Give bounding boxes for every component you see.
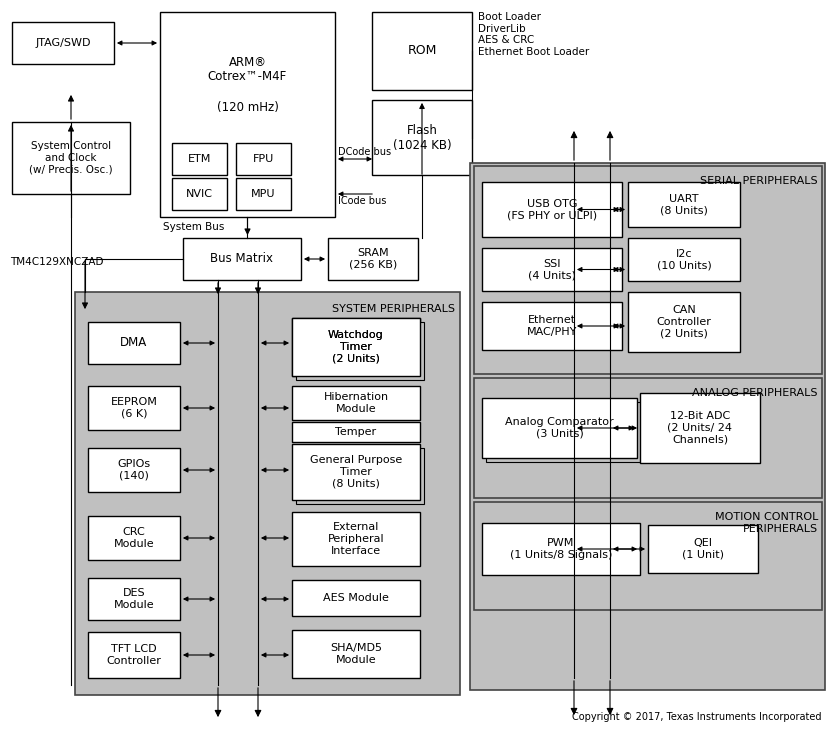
Bar (75, 292, 460, 695)
Text: Temper: Temper (336, 427, 377, 437)
Text: SHA/MD5
Module: SHA/MD5 Module (330, 643, 382, 664)
Bar (470, 163, 825, 690)
Bar (172, 178, 227, 210)
Bar (183, 238, 301, 280)
Bar (88, 578, 180, 620)
Bar (628, 182, 740, 227)
Text: Analog Comparator
(3 Units): Analog Comparator (3 Units) (505, 417, 614, 439)
Bar (88, 632, 180, 678)
Text: ARM®
Cotrex™-M4F

(120 mHz): ARM® Cotrex™-M4F (120 mHz) (208, 56, 287, 113)
Text: DES
Module: DES Module (113, 588, 154, 610)
Text: ICode bus: ICode bus (338, 196, 387, 206)
Bar (236, 143, 291, 175)
Text: ROM: ROM (407, 45, 436, 58)
Text: Copyright © 2017, Texas Instruments Incorporated: Copyright © 2017, Texas Instruments Inco… (572, 712, 822, 722)
Bar (328, 238, 418, 280)
Text: Hibernation
Module: Hibernation Module (323, 393, 388, 414)
Text: ETM: ETM (187, 154, 212, 164)
Bar (292, 444, 420, 500)
Bar (172, 143, 227, 175)
Bar (292, 386, 420, 420)
Text: DCode bus: DCode bus (338, 147, 392, 157)
Text: Watchdog
Timer
(2 Units): Watchdog Timer (2 Units) (328, 330, 384, 363)
Bar (648, 525, 758, 573)
Text: MPU: MPU (252, 189, 276, 199)
Text: Watchdog
Timer
(2 Units): Watchdog Timer (2 Units) (328, 330, 384, 363)
Bar (292, 318, 420, 376)
Text: General Purpose
Timer
(8 Units): General Purpose Timer (8 Units) (310, 455, 402, 488)
Text: Flash
(1024 KB): Flash (1024 KB) (392, 124, 451, 151)
Text: External
Peripheral
Interface: External Peripheral Interface (327, 523, 384, 556)
Text: CAN
Controller
(2 Units): CAN Controller (2 Units) (656, 306, 711, 338)
Text: UART
(8 Units): UART (8 Units) (660, 194, 708, 216)
Text: USB OTG
(FS PHY or ULPI): USB OTG (FS PHY or ULPI) (507, 199, 597, 220)
Bar (482, 398, 637, 458)
Bar (474, 378, 822, 498)
Text: FPU: FPU (253, 154, 274, 164)
Text: GPIOs
(140): GPIOs (140) (117, 459, 151, 481)
Bar (640, 393, 760, 463)
Text: SSI
(4 Units): SSI (4 Units) (528, 259, 576, 280)
Bar (628, 292, 740, 352)
Text: EEPROM
(6 K): EEPROM (6 K) (111, 397, 157, 419)
Bar (88, 516, 180, 560)
Text: Bus Matrix: Bus Matrix (211, 252, 273, 265)
Bar (474, 502, 822, 610)
Bar (292, 318, 420, 376)
Bar (292, 422, 420, 442)
Text: PWM
(1 Units/8 Signals): PWM (1 Units/8 Signals) (510, 538, 612, 560)
Text: System Control
and Clock
(w/ Precis. Osc.): System Control and Clock (w/ Precis. Osc… (29, 141, 112, 175)
Bar (482, 302, 622, 350)
Text: System Bus: System Bus (163, 222, 224, 232)
Bar (88, 322, 180, 364)
Text: MOTION CONTROL
PERIPHERALS: MOTION CONTROL PERIPHERALS (715, 512, 818, 534)
Text: NVIC: NVIC (186, 189, 213, 199)
Bar (372, 100, 472, 175)
Text: TFT LCD
Controller: TFT LCD Controller (107, 644, 162, 666)
Bar (12, 22, 114, 64)
Text: 12-Bit ADC
(2 Units/ 24
Channels): 12-Bit ADC (2 Units/ 24 Channels) (667, 412, 732, 444)
Bar (88, 448, 180, 492)
Bar (292, 630, 420, 678)
Bar (12, 122, 130, 194)
Bar (486, 402, 641, 462)
Text: SRAM
(256 KB): SRAM (256 KB) (349, 249, 397, 270)
Text: SERIAL PERIPHERALS: SERIAL PERIPHERALS (701, 176, 818, 186)
Bar (236, 178, 291, 210)
Bar (372, 12, 472, 90)
Text: QEI
(1 Unit): QEI (1 Unit) (682, 538, 724, 560)
Bar (482, 248, 622, 291)
Bar (628, 238, 740, 281)
Bar (292, 512, 420, 566)
Text: AES Module: AES Module (323, 593, 389, 603)
Text: DMA: DMA (121, 336, 147, 349)
Bar (482, 523, 640, 575)
Text: I2c
(10 Units): I2c (10 Units) (656, 249, 711, 270)
Bar (292, 580, 420, 616)
Text: TM4C129XNCZAD: TM4C129XNCZAD (10, 257, 103, 267)
Bar (88, 386, 180, 430)
Bar (474, 166, 822, 374)
Bar (296, 322, 424, 380)
Text: SYSTEM PERIPHERALS: SYSTEM PERIPHERALS (332, 304, 455, 314)
Text: Boot Loader
DriverLib
AES & CRC
Ethernet Boot Loader: Boot Loader DriverLib AES & CRC Ethernet… (478, 12, 589, 57)
Text: JTAG/SWD: JTAG/SWD (35, 38, 91, 48)
Text: Ethernet
MAC/PHY: Ethernet MAC/PHY (526, 315, 577, 337)
Text: CRC
Module: CRC Module (113, 527, 154, 549)
Bar (296, 448, 424, 504)
Bar (482, 182, 622, 237)
Text: ANALOG PERIPHERALS: ANALOG PERIPHERALS (692, 388, 818, 398)
Bar (160, 12, 335, 217)
